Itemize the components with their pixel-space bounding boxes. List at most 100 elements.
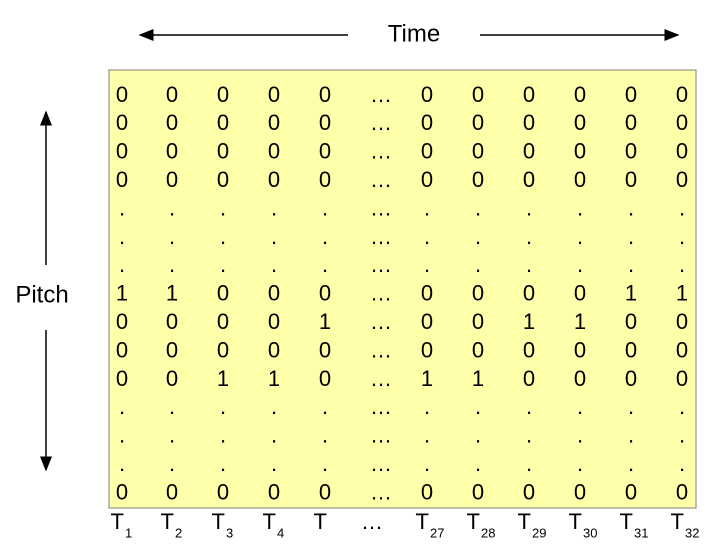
- cell: .: [322, 451, 328, 476]
- cell: 0: [268, 309, 280, 334]
- cell: 0: [116, 366, 128, 391]
- cell: 0: [472, 82, 484, 107]
- cell: 0: [472, 309, 484, 334]
- cell: .: [119, 394, 125, 419]
- cell: 0: [523, 281, 535, 306]
- cell: .: [220, 195, 226, 220]
- cell: 0: [625, 139, 637, 164]
- cell: 0: [116, 479, 128, 504]
- cell: .: [475, 451, 481, 476]
- cell: 0: [574, 139, 586, 164]
- cell: .: [628, 195, 634, 220]
- cell: 0: [319, 337, 331, 362]
- cell: 0: [217, 82, 229, 107]
- cell: .: [169, 394, 175, 419]
- cell: 0: [421, 139, 433, 164]
- column-label: T: [569, 509, 582, 534]
- cell: 0: [217, 309, 229, 334]
- cell: 0: [676, 479, 688, 504]
- cell: .: [475, 394, 481, 419]
- cell: .: [119, 195, 125, 220]
- cell: 0: [116, 309, 128, 334]
- time-label: Time: [388, 20, 440, 47]
- cell: .: [577, 423, 583, 448]
- cell: …: [370, 451, 392, 476]
- cell: 0: [523, 337, 535, 362]
- cell: .: [322, 252, 328, 277]
- cell: …: [370, 139, 392, 164]
- cell: .: [679, 451, 685, 476]
- cell: .: [577, 224, 583, 249]
- cell: .: [169, 252, 175, 277]
- cell: .: [475, 423, 481, 448]
- cell: .: [577, 252, 583, 277]
- cell: 0: [319, 281, 331, 306]
- cell: .: [475, 195, 481, 220]
- cell: 0: [166, 139, 178, 164]
- cell: 0: [676, 110, 688, 135]
- cell: 0: [472, 139, 484, 164]
- cell: .: [577, 195, 583, 220]
- cell: 0: [268, 82, 280, 107]
- column-label: T: [263, 509, 276, 534]
- cell: .: [424, 451, 430, 476]
- cell: 1: [217, 366, 229, 391]
- cell: 1: [319, 309, 331, 334]
- cell: .: [169, 195, 175, 220]
- cell: .: [220, 252, 226, 277]
- cell: 1: [268, 366, 280, 391]
- cell: .: [119, 423, 125, 448]
- column-labels: T 1 T 2 T 3 T 4 T… T 27 T 28 T 29 T 30 T 31 T 32: [111, 509, 700, 541]
- cell: 0: [574, 479, 586, 504]
- cell: .: [271, 451, 277, 476]
- cell: 0: [574, 337, 586, 362]
- cell: .: [577, 451, 583, 476]
- cell: 0: [625, 167, 637, 192]
- cell: .: [322, 394, 328, 419]
- cell: .: [679, 195, 685, 220]
- column-label: T: [416, 509, 429, 534]
- cell: 0: [676, 82, 688, 107]
- cell: …: [370, 394, 392, 419]
- cell: .: [271, 423, 277, 448]
- cell: 0: [116, 139, 128, 164]
- cell: …: [370, 281, 392, 306]
- cell: 0: [268, 337, 280, 362]
- cell: .: [322, 423, 328, 448]
- cell: 0: [523, 110, 535, 135]
- cell: .: [526, 224, 532, 249]
- cell: .: [424, 394, 430, 419]
- cell: 0: [676, 139, 688, 164]
- cell: 1: [574, 309, 586, 334]
- cell: 0: [421, 110, 433, 135]
- column-label-subscript: 32: [685, 525, 699, 540]
- cell: …: [370, 252, 392, 277]
- cell: 0: [523, 366, 535, 391]
- column-label-subscript: 29: [532, 525, 546, 540]
- cell: .: [119, 224, 125, 249]
- cell: 0: [268, 110, 280, 135]
- cell: 0: [421, 479, 433, 504]
- cell: .: [526, 394, 532, 419]
- column-label-subscript: 27: [430, 525, 444, 540]
- cell: 0: [421, 309, 433, 334]
- column-label: T: [314, 509, 327, 534]
- cell: …: [370, 195, 392, 220]
- cell: 0: [523, 82, 535, 107]
- cell: 0: [217, 167, 229, 192]
- cell: 0: [625, 82, 637, 107]
- cell: 0: [472, 479, 484, 504]
- column-label: T: [671, 509, 684, 534]
- column-label-subscript: 28: [481, 525, 495, 540]
- cell: 0: [574, 281, 586, 306]
- cell: .: [169, 451, 175, 476]
- cell: .: [169, 224, 175, 249]
- cell: 0: [574, 82, 586, 107]
- cell: .: [628, 423, 634, 448]
- cell: .: [526, 252, 532, 277]
- cell: 0: [676, 167, 688, 192]
- cell: 0: [574, 110, 586, 135]
- cell: 0: [166, 309, 178, 334]
- cell: .: [220, 394, 226, 419]
